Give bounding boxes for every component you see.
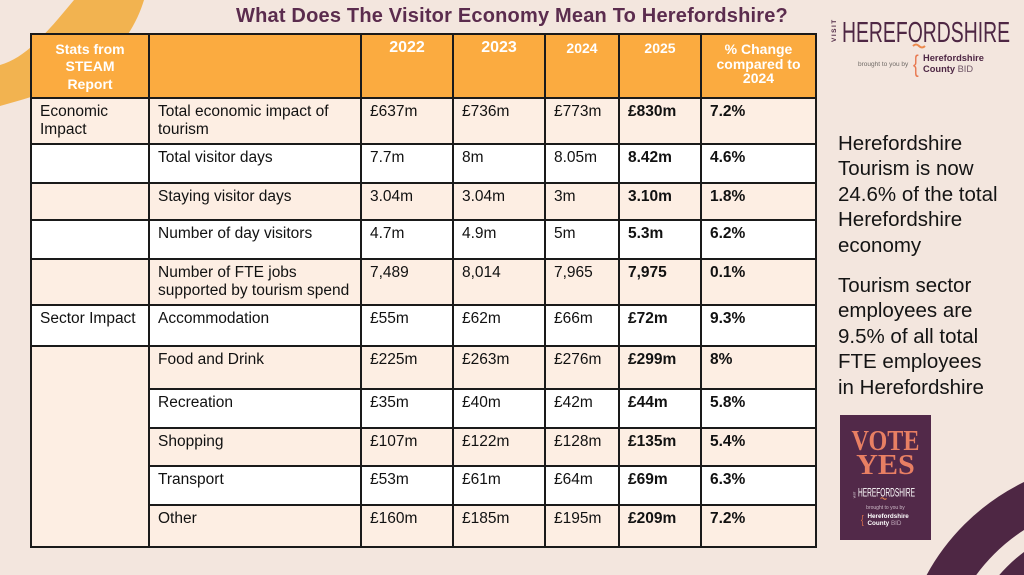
svg-text:HEREFORDSHIRE: HEREFORDSHIRE [858,488,915,500]
svg-text:VISIT: VISIT [853,491,857,498]
svg-text:HEREFORDSHIRE: HEREFORDSHIRE [842,18,1010,49]
